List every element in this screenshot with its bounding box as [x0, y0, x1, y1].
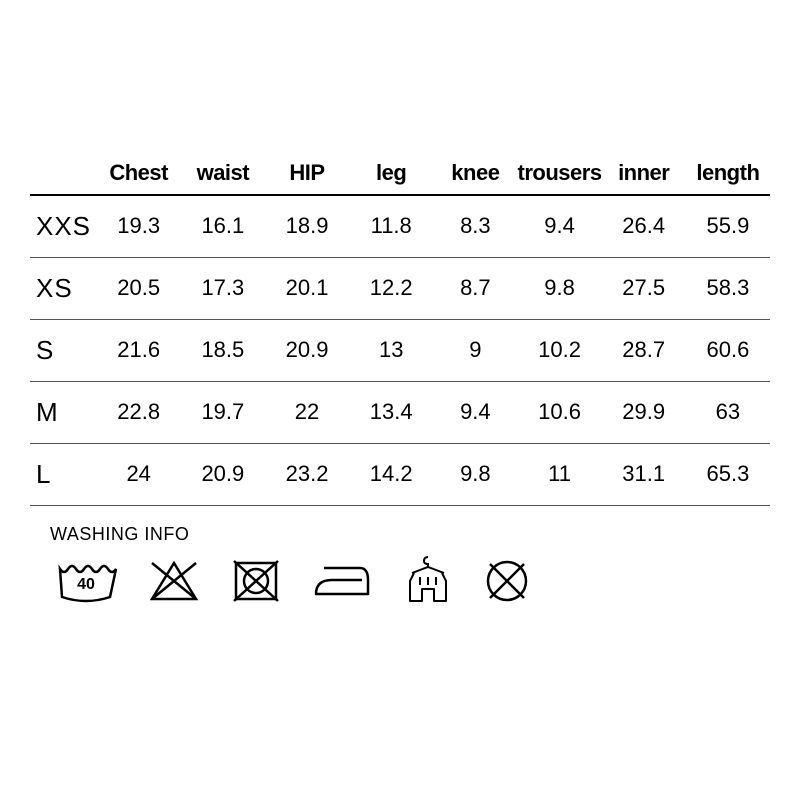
no-bleach-icon — [146, 557, 202, 605]
cell: 10.2 — [517, 319, 601, 381]
no-dryclean-icon — [482, 556, 532, 606]
cell: 18.9 — [265, 195, 349, 257]
header-row: Chest waist HIP leg knee trousers inner … — [30, 160, 770, 195]
no-tumble-dry-icon — [230, 557, 282, 605]
cell: 9.4 — [517, 195, 601, 257]
cell: 58.3 — [686, 257, 770, 319]
cell: 65.3 — [686, 443, 770, 505]
cell: 19.7 — [181, 381, 265, 443]
cell: 11 — [517, 443, 601, 505]
header-blank — [30, 160, 97, 195]
cell: 28.7 — [602, 319, 686, 381]
col-chest: Chest — [97, 160, 181, 195]
cell: 9.8 — [517, 257, 601, 319]
cell: 22.8 — [97, 381, 181, 443]
washing-info: WASHING INFO 40 — [30, 524, 770, 607]
washing-info-label: WASHING INFO — [50, 524, 770, 545]
cell: 19.3 — [97, 195, 181, 257]
cell: 9.4 — [433, 381, 517, 443]
cell: 18.5 — [181, 319, 265, 381]
cell: 17.3 — [181, 257, 265, 319]
cell: 13 — [349, 319, 433, 381]
cell: 8.7 — [433, 257, 517, 319]
cell: 8.3 — [433, 195, 517, 257]
col-waist: waist — [181, 160, 265, 195]
size-label: XXS — [30, 195, 97, 257]
cell: 22 — [265, 381, 349, 443]
cell: 24 — [97, 443, 181, 505]
col-hip: HIP — [265, 160, 349, 195]
table-row: M 22.8 19.7 22 13.4 9.4 10.6 29.9 63 — [30, 381, 770, 443]
cell: 20.1 — [265, 257, 349, 319]
cell: 23.2 — [265, 443, 349, 505]
cell: 20.9 — [181, 443, 265, 505]
cell: 14.2 — [349, 443, 433, 505]
size-label: S — [30, 319, 97, 381]
table-row: S 21.6 18.5 20.9 13 9 10.2 28.7 60.6 — [30, 319, 770, 381]
cell: 9.8 — [433, 443, 517, 505]
wash-temp: 40 — [77, 576, 95, 593]
cell: 20.9 — [265, 319, 349, 381]
table-row: XS 20.5 17.3 20.1 12.2 8.7 9.8 27.5 58.3 — [30, 257, 770, 319]
table-row: L 24 20.9 23.2 14.2 9.8 11 31.1 65.3 — [30, 443, 770, 505]
cell: 13.4 — [349, 381, 433, 443]
hang-dry-icon — [402, 555, 454, 607]
table-row: XXS 19.3 16.1 18.9 11.8 8.3 9.4 26.4 55.… — [30, 195, 770, 257]
cell: 12.2 — [349, 257, 433, 319]
cell: 55.9 — [686, 195, 770, 257]
cell: 31.1 — [602, 443, 686, 505]
cell: 9 — [433, 319, 517, 381]
col-trousers: trousers — [517, 160, 601, 195]
cell: 27.5 — [602, 257, 686, 319]
col-knee: knee — [433, 160, 517, 195]
size-label: XS — [30, 257, 97, 319]
cell: 21.6 — [97, 319, 181, 381]
cell: 16.1 — [181, 195, 265, 257]
col-length: length — [686, 160, 770, 195]
size-label: M — [30, 381, 97, 443]
size-label: L — [30, 443, 97, 505]
col-leg: leg — [349, 160, 433, 195]
cell: 10.6 — [517, 381, 601, 443]
cell: 26.4 — [602, 195, 686, 257]
cell: 63 — [686, 381, 770, 443]
iron-icon — [310, 560, 374, 602]
wash-40-icon: 40 — [54, 557, 118, 605]
size-chart-table: Chest waist HIP leg knee trousers inner … — [30, 160, 770, 506]
cell: 11.8 — [349, 195, 433, 257]
cell: 60.6 — [686, 319, 770, 381]
cell: 29.9 — [602, 381, 686, 443]
col-inner: inner — [602, 160, 686, 195]
washing-icons: 40 — [50, 555, 770, 607]
cell: 20.5 — [97, 257, 181, 319]
